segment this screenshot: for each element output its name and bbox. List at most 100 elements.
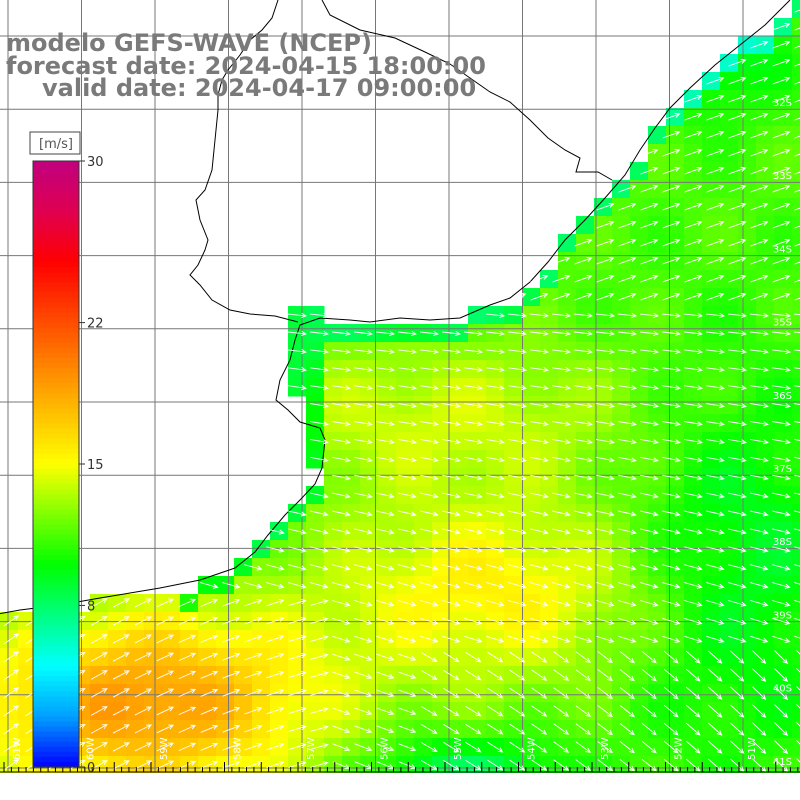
- colorbar-segment: [33, 176, 79, 182]
- wind-arrow: [752, 650, 767, 664]
- wind-arrow: [641, 668, 657, 682]
- speed-cell: [576, 234, 595, 253]
- wind-arrow: [200, 616, 219, 625]
- wind-arrow: [178, 652, 197, 662]
- speed-cell: [540, 468, 559, 487]
- wind-arrow: [750, 421, 769, 427]
- speed-cell: [612, 342, 631, 361]
- colorbar-segment: [33, 317, 79, 324]
- speed-cell: [234, 576, 253, 595]
- speed-cell: [666, 684, 685, 703]
- speed-cell: [324, 648, 343, 667]
- colorbar-segment: [33, 706, 79, 713]
- wind-arrow: [574, 635, 593, 643]
- speed-cell: [594, 630, 613, 649]
- wind-arrow: [794, 9, 800, 13]
- speed-cell: [450, 630, 469, 649]
- wind-arrow: [574, 256, 593, 265]
- speed-cell: [252, 576, 271, 595]
- speed-cell: [558, 288, 577, 307]
- lon-label: 57W: [306, 737, 317, 760]
- colorbar-segment: [33, 201, 79, 208]
- speed-cell: [342, 558, 361, 577]
- wind-arrow: [200, 582, 219, 589]
- speed-cell: [666, 162, 685, 181]
- wind-arrow: [442, 600, 461, 607]
- colorbar-segment: [33, 575, 79, 581]
- wind-arrow: [684, 528, 703, 535]
- wind-arrow: [420, 403, 439, 409]
- wind-arrow: [509, 741, 526, 753]
- wind-arrow: [244, 564, 263, 571]
- speed-cell: [414, 540, 433, 559]
- speed-cell: [378, 684, 397, 703]
- wind-arrow: [354, 653, 373, 661]
- wind-arrow: [684, 367, 703, 373]
- wind-arrow: [575, 741, 592, 753]
- wind-arrow: [288, 510, 307, 517]
- speed-cell: [774, 666, 793, 685]
- speed-cell: [630, 594, 649, 613]
- wind-arrow: [772, 112, 791, 121]
- wind-arrow: [663, 722, 679, 736]
- wind-arrow: [244, 582, 263, 589]
- wind-arrow: [530, 456, 549, 463]
- wind-arrow: [706, 617, 725, 625]
- wind-arrow: [156, 598, 175, 608]
- speed-cell: [558, 684, 577, 703]
- wind-arrow: [684, 635, 703, 643]
- wind-arrow: [156, 616, 175, 626]
- wind-arrow: [332, 330, 351, 337]
- colorbar-segment: [33, 595, 79, 601]
- speed-cell: [306, 630, 325, 649]
- speed-cell: [720, 162, 739, 181]
- wind-arrow: [662, 438, 681, 445]
- wind-arrow: [530, 492, 549, 499]
- speed-cell: [756, 270, 775, 289]
- wind-arrow: [684, 456, 703, 463]
- speed-cell: [342, 756, 361, 775]
- speed-cell: [666, 702, 685, 721]
- speed-cell: [324, 450, 343, 469]
- speed-cell: [180, 594, 199, 613]
- wind-arrow: [575, 687, 592, 699]
- speed-cell: [612, 720, 631, 739]
- wind-arrow: [310, 456, 329, 463]
- wind-arrow: [618, 238, 637, 247]
- speed-cell: [648, 180, 667, 199]
- wind-arrow: [156, 706, 175, 716]
- speed-cell: [612, 198, 631, 217]
- speed-cell: [342, 432, 361, 451]
- speed-cell: [108, 594, 127, 613]
- wind-arrow: [354, 438, 373, 445]
- wind-arrow: [332, 635, 351, 643]
- speed-cell: [540, 342, 559, 361]
- colorbar-tick-label: 22: [87, 317, 104, 332]
- wind-arrow: [531, 759, 548, 771]
- speed-cell: [738, 486, 757, 505]
- wind-arrow: [530, 403, 549, 409]
- speed-cell: [414, 342, 433, 361]
- wind-arrow: [730, 722, 745, 736]
- wind-arrow: [222, 706, 241, 715]
- wind-arrow: [552, 256, 571, 265]
- wind-arrow: [684, 385, 703, 391]
- speed-cell: [18, 666, 37, 685]
- wind-arrow: [728, 385, 747, 391]
- wind-arrow: [509, 651, 526, 663]
- speed-cell: [576, 648, 595, 667]
- speed-cell: [396, 738, 415, 757]
- wind-arrow: [310, 707, 329, 714]
- wind-arrow: [662, 600, 681, 607]
- speed-cell: [774, 198, 793, 217]
- wind-arrow: [706, 510, 725, 517]
- speed-cell: [396, 504, 415, 523]
- wind-arrow: [553, 651, 570, 663]
- wind-arrow: [508, 385, 527, 391]
- wind-arrow: [794, 528, 800, 531]
- speed-cell: [702, 558, 721, 577]
- grid-labels: 61W 60W 59W 58W 57W 56W 55W 54W 53W 52W 51W32S33S3…: [12, 98, 792, 768]
- speed-cell: [540, 288, 559, 307]
- wind-arrow: [728, 528, 747, 535]
- river-line: [189, 0, 299, 323]
